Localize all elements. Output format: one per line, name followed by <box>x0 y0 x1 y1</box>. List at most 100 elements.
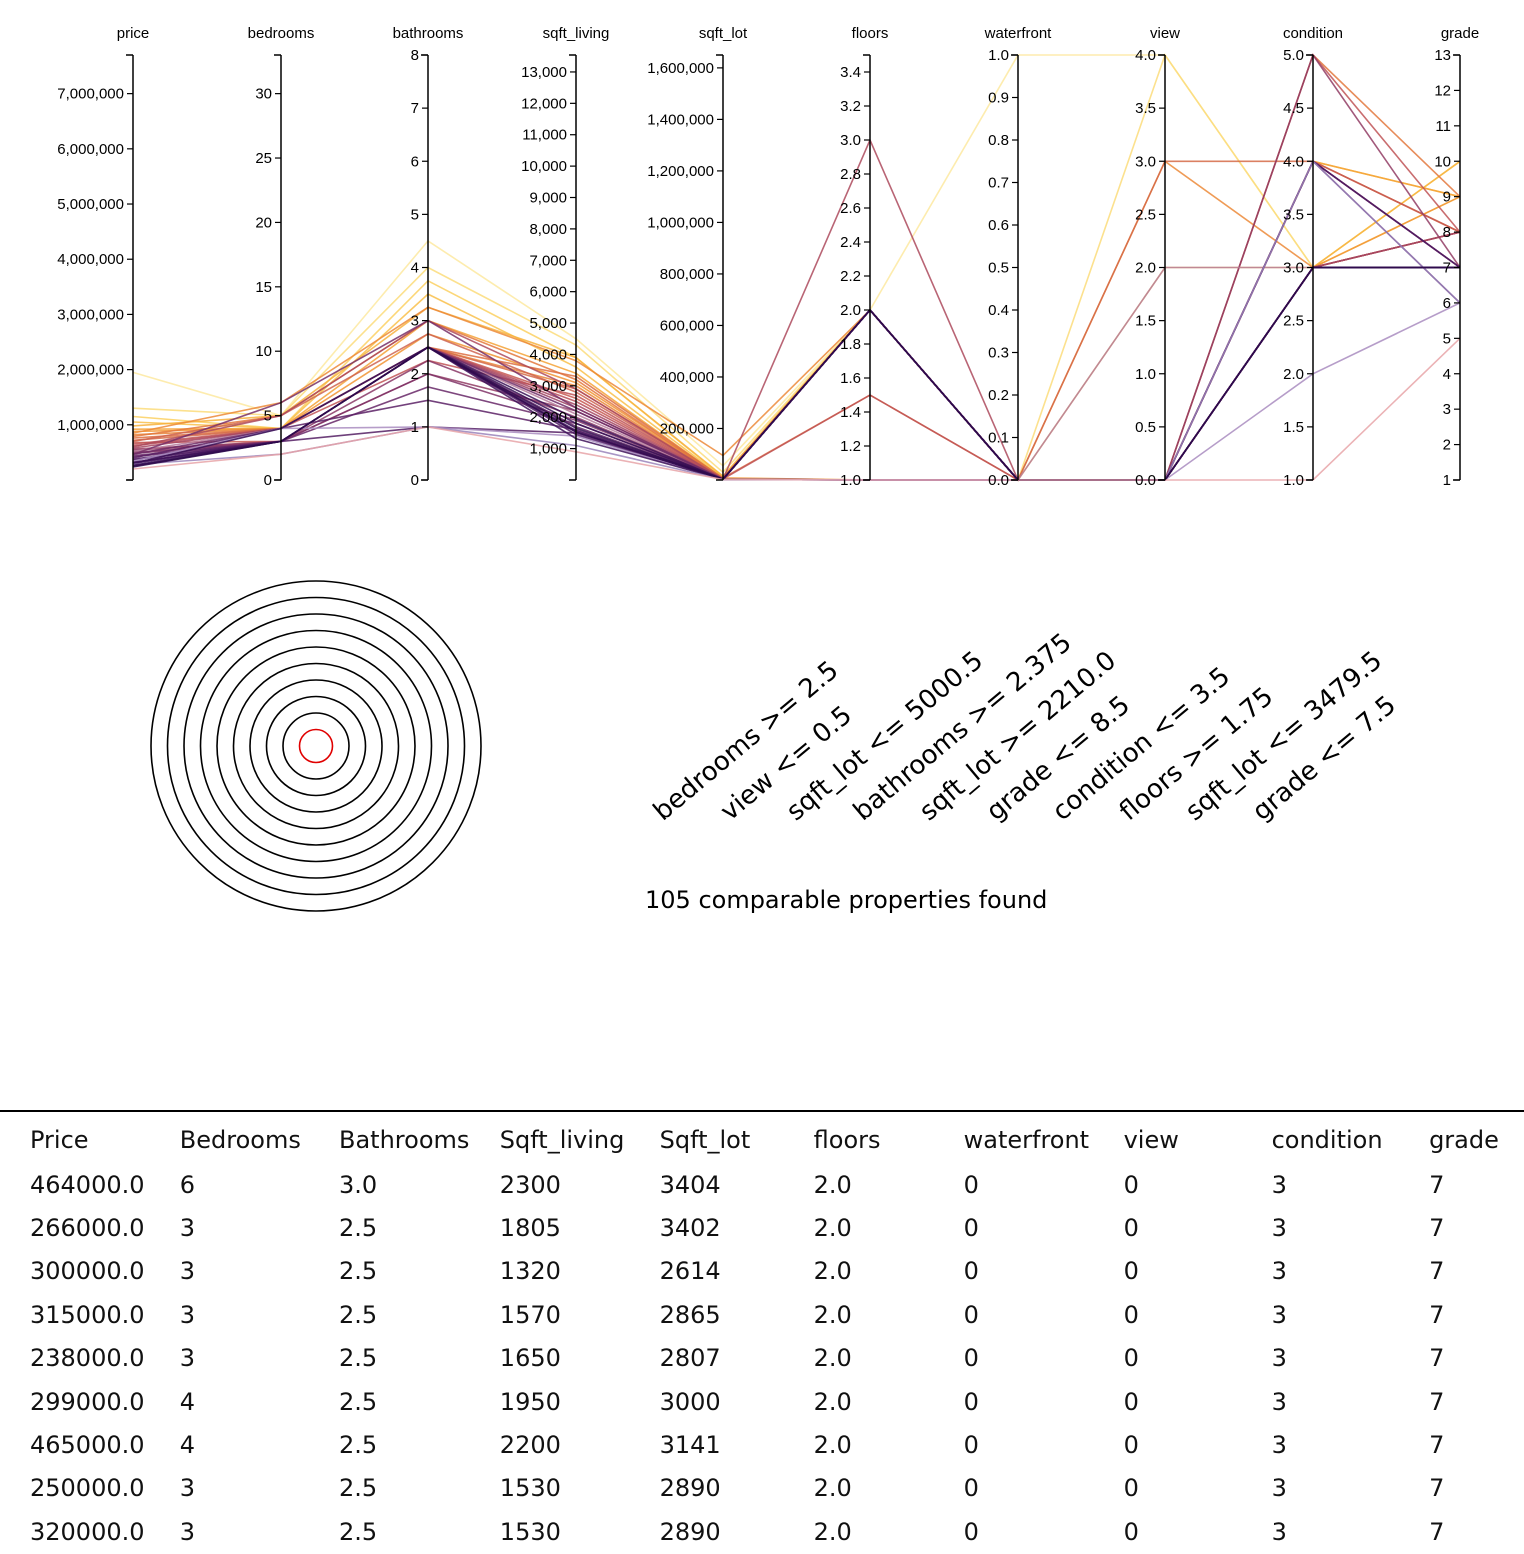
tick-label: 0.1 <box>988 430 1009 447</box>
tick-label: 1.0 <box>988 47 1009 64</box>
table-row: 464000.0 6 3.0 2300 3404 2.0 0 0 3 7 <box>20 1163 1524 1206</box>
target-ring <box>232 662 400 830</box>
table-cell: 3402 <box>659 1214 721 1243</box>
table-cell: 3 <box>179 1517 196 1546</box>
target-ring <box>282 712 350 780</box>
table-cell: 0 <box>963 1431 979 1460</box>
column-header: view <box>1123 1126 1179 1154</box>
target-ring <box>216 646 416 846</box>
tick-label: 5,000 <box>529 315 567 332</box>
data-line-35 <box>132 159 1461 481</box>
tick-label: 1 <box>1443 472 1451 489</box>
tick-label: 5 <box>411 206 419 223</box>
tick-label: 1,400,000 <box>647 111 714 128</box>
axis-price: price 1,000,000 2,000,000 3,000,000 4,000,00… <box>57 25 150 481</box>
table-cell: 0 <box>963 1170 979 1199</box>
table-cell: 2200 <box>499 1431 561 1460</box>
tick-label: 25 <box>255 150 272 167</box>
tick-label: 1.6 <box>840 370 861 387</box>
table-cell: 2890 <box>659 1517 721 1546</box>
table-cell: 2.5 <box>339 1474 378 1503</box>
tick-label: 0.7 <box>988 175 1009 192</box>
table-cell: 3404 <box>659 1170 721 1199</box>
tick-label: 1,200,000 <box>647 163 714 180</box>
axis-title: price <box>117 25 150 42</box>
table-cell: 2.0 <box>813 1257 852 1286</box>
tick-label: 0.5 <box>988 260 1009 277</box>
table-cell: 2.5 <box>339 1214 378 1243</box>
tick-label: 9 <box>1443 189 1451 206</box>
results-table: Price Bedrooms Bathrooms Sqft_living Sqft_lo… <box>20 1117 1524 1554</box>
axis-bedrooms: bedrooms 0 5 10 15 20 25 30 <box>248 25 315 489</box>
tick-label: 0.0 <box>1135 472 1156 489</box>
table-cell: 0 <box>1123 1257 1139 1286</box>
tick-label: 3.0 <box>840 132 861 149</box>
axis-title: condition <box>1283 25 1343 42</box>
table-cell: 2.0 <box>813 1344 852 1373</box>
table-cell: 465000.0 <box>30 1431 145 1460</box>
table-cell: 464000.0 <box>30 1170 145 1199</box>
tick-label: 2.8 <box>840 166 861 183</box>
column-header: waterfront <box>963 1126 1090 1154</box>
data-line-8 <box>132 160 1461 481</box>
tick-label: 200,000 <box>660 420 714 437</box>
table-cell: 0 <box>963 1387 979 1416</box>
axis-waterfront: waterfront 0.0 0.1 0.2 0.3 0.4 0.5 0.6 0.7 0.8 0.9… <box>984 25 1053 489</box>
table-cell: 7 <box>1429 1474 1445 1503</box>
tick-label: 6,000,000 <box>57 141 124 158</box>
data-line-21 <box>132 160 1461 481</box>
column-header: Sqft_lot <box>659 1126 751 1154</box>
axis-title: bathrooms <box>393 25 464 42</box>
tick-label: 6 <box>1443 295 1451 312</box>
table-cell: 3 <box>1271 1344 1287 1373</box>
table-cell: 7 <box>1429 1300 1445 1329</box>
column-header: grade <box>1429 1126 1499 1154</box>
axis-sqft_living: sqft_living 1,000 2,000 3,000 4,000 5,000 6,00… <box>521 25 609 481</box>
table-cell: 3 <box>1271 1214 1287 1243</box>
tick-label: 0.8 <box>988 132 1009 149</box>
tick-label: 13,000 <box>521 64 567 81</box>
table-cell: 2865 <box>659 1300 721 1329</box>
column-header: floors <box>813 1126 881 1154</box>
tick-label: 6 <box>411 153 419 170</box>
axis-condition: condition 1.0 1.5 2.0 2.5 3.0 3.5 4.0 4.5 5.0 <box>1283 25 1343 489</box>
tick-label: 7 <box>1443 260 1451 277</box>
tick-label: 1,000,000 <box>57 417 124 434</box>
tick-label: 2.4 <box>840 234 861 251</box>
tick-label: 2.0 <box>840 302 861 319</box>
table-cell: 2.5 <box>339 1344 378 1373</box>
table-cell: 3 <box>1271 1474 1287 1503</box>
data-line-11 <box>132 160 1461 482</box>
table-cell: 315000.0 <box>30 1300 145 1329</box>
tick-label: 8,000 <box>529 221 567 238</box>
table-row: 250000.0 3 2.5 1530 2890 2.0 0 0 3 7 <box>20 1467 1524 1510</box>
table-cell: 320000.0 <box>30 1517 145 1546</box>
tick-label: 4,000 <box>529 346 567 363</box>
tick-label: 5 <box>1443 330 1451 347</box>
tick-label: 5,000,000 <box>57 196 124 213</box>
data-line-38 <box>132 266 1460 481</box>
data-line-39 <box>132 337 1461 481</box>
table-cell: 2.5 <box>339 1257 378 1286</box>
tick-label: 0.6 <box>988 217 1009 234</box>
tick-label: 15 <box>255 279 272 296</box>
column-header: Price <box>30 1126 89 1154</box>
table-cell: 0 <box>963 1517 979 1546</box>
tick-label: 11 <box>1435 118 1451 135</box>
table-row: 238000.0 3 2.5 1650 2807 2.0 0 0 3 7 <box>20 1337 1524 1380</box>
table-cell: 2.5 <box>339 1517 378 1546</box>
tick-label: 0.3 <box>988 345 1009 362</box>
tick-label: 7,000,000 <box>57 86 124 103</box>
data-line-23 <box>132 266 1460 481</box>
table-cell: 2.5 <box>339 1300 378 1329</box>
tick-label: 1.2 <box>840 438 861 455</box>
tick-label: 4.0 <box>1135 47 1156 64</box>
axis-title: view <box>1150 25 1180 42</box>
target-ring <box>265 695 367 797</box>
target-ring <box>150 580 482 912</box>
tick-label: 1,600,000 <box>647 60 714 77</box>
table-cell: 7 <box>1429 1344 1445 1373</box>
table-row: 320000.0 3 2.5 1530 2890 2.0 0 0 3 7 <box>20 1510 1524 1553</box>
tick-label: 8 <box>1443 224 1451 241</box>
tick-label: 20 <box>255 214 272 231</box>
